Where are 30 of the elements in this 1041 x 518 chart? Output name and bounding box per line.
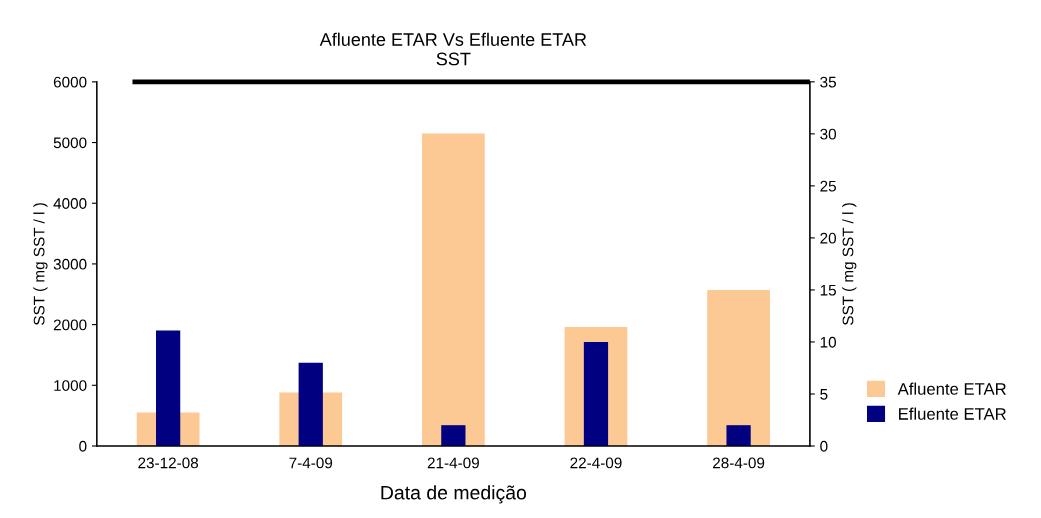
- y2-tick-label: 25: [820, 180, 836, 192]
- bar: [441, 425, 466, 446]
- x-tick-label: 23-12-08: [138, 457, 199, 469]
- y-tick-label: 6000: [53, 76, 87, 88]
- chart-title: Afluente ETAR Vs Efluente ETAR SST: [319, 32, 587, 66]
- y2-tick-label: 0: [820, 440, 828, 452]
- y2-tick-label: 5: [820, 389, 828, 400]
- y-tick-label: 4000: [53, 198, 87, 209]
- x-tick-label: 22-4-09: [570, 457, 622, 469]
- bar: [421, 133, 485, 446]
- y-tick-label: 1000: [54, 380, 87, 391]
- legend-label: Efluente ETAR: [899, 407, 1006, 420]
- bar: [726, 425, 751, 446]
- y2-tick-label: 30: [820, 128, 837, 140]
- bar: [707, 290, 770, 446]
- x-tick-label: 21-4-09: [427, 457, 479, 469]
- y2-tick-label: 10: [820, 336, 837, 348]
- y-tick-label: 0: [79, 440, 87, 452]
- y2-axis-title: SST ( mg SST / l ): [842, 203, 857, 325]
- legend-label: Afluente ETAR: [897, 382, 1006, 395]
- x-tick-label: 28-4-09: [713, 457, 765, 469]
- y2-tick-label: 15: [820, 284, 836, 296]
- y-tick-label: 5000: [53, 137, 87, 149]
- y-tick-label: 3000: [53, 258, 87, 270]
- x-tick-label: 7-4-09: [289, 457, 333, 469]
- x-axis-title: Data de medição: [381, 485, 527, 504]
- y-tick-label: 2000: [53, 319, 87, 331]
- y2-tick-label: 20: [820, 232, 837, 244]
- y-axis-title: SST ( mg SST / l ): [33, 203, 48, 325]
- y2-tick-label: 35: [820, 76, 836, 88]
